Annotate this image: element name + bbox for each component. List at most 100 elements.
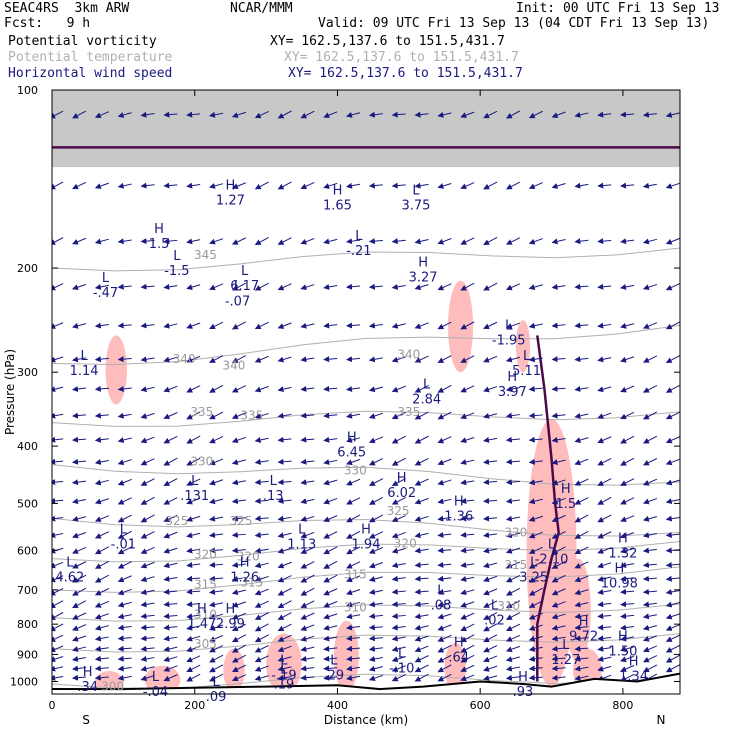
wind-vector bbox=[208, 532, 224, 538]
wind-vector bbox=[642, 238, 658, 245]
field-wind-xy: XY= 162.5,137.6 to 151.5,431.7 bbox=[288, 66, 523, 81]
wind-vector bbox=[414, 624, 429, 631]
wind-vector bbox=[620, 182, 635, 189]
wind-vector bbox=[186, 588, 201, 595]
theta-label: 315 bbox=[240, 575, 263, 589]
wind-vector bbox=[323, 574, 338, 583]
wind-vector bbox=[140, 514, 155, 523]
wind-vector bbox=[140, 655, 155, 662]
wind-vector bbox=[209, 458, 224, 466]
wind-vector bbox=[94, 546, 110, 555]
wind-vector bbox=[368, 601, 383, 608]
extremum-value: 6.45 bbox=[337, 445, 366, 460]
wind-vector bbox=[117, 459, 132, 466]
wind-vector bbox=[254, 547, 269, 554]
wind-vector bbox=[209, 664, 224, 673]
theta-label: 305 bbox=[194, 637, 217, 651]
wind-vector bbox=[391, 283, 406, 290]
wind-vector bbox=[231, 182, 247, 189]
wind-vector bbox=[505, 283, 521, 291]
wind-vector bbox=[254, 675, 269, 681]
wind-vector bbox=[368, 674, 384, 682]
wind-vector bbox=[551, 613, 566, 620]
wind-vector bbox=[620, 457, 635, 466]
wind-vector bbox=[391, 435, 406, 444]
wind-vector bbox=[505, 656, 520, 662]
wind-vector bbox=[277, 322, 292, 329]
extremum-value: 1.32 bbox=[608, 546, 637, 561]
wind-vector bbox=[300, 531, 315, 539]
wind-vector bbox=[460, 459, 475, 465]
extremum-value: .02 bbox=[484, 614, 505, 629]
wind-vector bbox=[460, 612, 475, 620]
wind-vector bbox=[209, 355, 224, 363]
wind-vector bbox=[642, 478, 658, 486]
wind-vector bbox=[300, 612, 315, 620]
wind-vector bbox=[483, 110, 498, 119]
wind-vector bbox=[72, 600, 87, 608]
extremum-value: .19 bbox=[274, 677, 295, 692]
wind-vector bbox=[254, 588, 269, 596]
wind-vector bbox=[551, 665, 566, 672]
wind-vector bbox=[620, 547, 635, 554]
wind-vector bbox=[551, 588, 566, 596]
wind-vector bbox=[528, 412, 543, 419]
wind-vector bbox=[483, 547, 498, 554]
wind-vector bbox=[209, 436, 224, 444]
extremum-marker-H: H bbox=[507, 370, 517, 385]
wind-vector bbox=[209, 515, 224, 522]
wind-vector bbox=[642, 458, 658, 466]
wind-vector bbox=[665, 458, 680, 466]
wind-vector bbox=[323, 385, 338, 392]
wind-vector bbox=[300, 515, 315, 522]
wind-vector bbox=[346, 112, 361, 118]
extremum-marker-L: L bbox=[491, 599, 499, 614]
wind-vector bbox=[437, 436, 452, 444]
wind-vector bbox=[505, 436, 520, 443]
extremum-marker-L: L bbox=[102, 271, 110, 286]
wind-vector bbox=[505, 575, 521, 583]
wind-vector bbox=[300, 674, 315, 681]
wind-vector bbox=[642, 498, 658, 505]
wind-vector bbox=[528, 612, 543, 620]
theta-label: 320 bbox=[504, 526, 527, 540]
wind-vector bbox=[414, 497, 429, 505]
extremum-marker-L: L bbox=[173, 249, 181, 264]
wind-vector bbox=[186, 385, 201, 393]
wind-vector bbox=[528, 284, 543, 290]
wind-vector bbox=[505, 237, 521, 245]
wind-vector bbox=[460, 321, 475, 330]
wind-vector bbox=[300, 110, 315, 119]
theta-label: 340 bbox=[397, 347, 420, 361]
wind-vector bbox=[117, 665, 132, 672]
wind-vector bbox=[231, 237, 247, 245]
wind-vector bbox=[231, 575, 246, 582]
wind-vector bbox=[437, 355, 452, 363]
wind-vector bbox=[346, 575, 361, 583]
wind-vector bbox=[94, 436, 109, 443]
wind-vector bbox=[231, 612, 247, 620]
wind-vector bbox=[665, 384, 680, 393]
wind-vector bbox=[528, 561, 543, 569]
wind-vector bbox=[551, 497, 566, 505]
wind-vector bbox=[231, 321, 247, 330]
wind-vector bbox=[117, 497, 132, 505]
pv-contour-fold bbox=[536, 335, 560, 682]
wind-vector bbox=[574, 283, 589, 290]
wind-vector bbox=[414, 664, 429, 673]
extremum-value: 1.13 bbox=[287, 538, 316, 553]
pv-contour-layer bbox=[52, 146, 680, 682]
wind-vector bbox=[300, 655, 315, 662]
wind-vector bbox=[323, 322, 338, 329]
wind-vector bbox=[186, 673, 201, 682]
wind-vector bbox=[94, 238, 109, 245]
wind-vector bbox=[574, 601, 589, 608]
wind-vector bbox=[94, 284, 109, 290]
wind-vector bbox=[140, 546, 155, 554]
wind-vector bbox=[528, 479, 543, 486]
wind-vector bbox=[94, 600, 110, 608]
wind-vector bbox=[528, 531, 543, 539]
wind-vector bbox=[94, 574, 110, 583]
wind-vector bbox=[140, 613, 155, 620]
wind-vector bbox=[186, 601, 201, 608]
